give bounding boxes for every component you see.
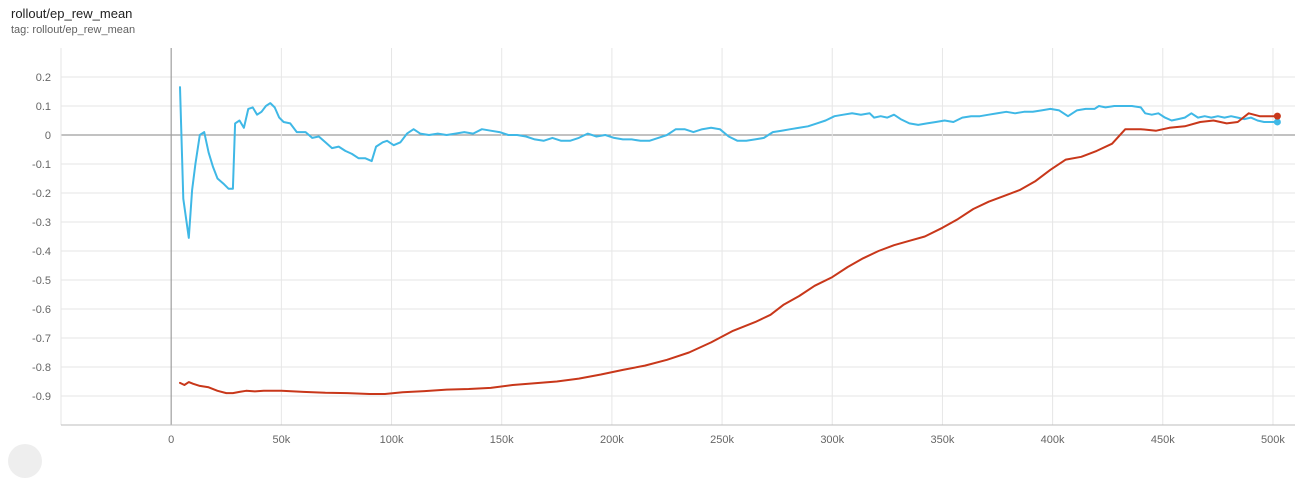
y-tick-label: -0.3 [32,217,51,229]
x-axis: 0 50k 100k 150k 200k 250k 300k 350k 400k 450k 500k [61,424,1295,446]
x-tick-label: 200k [600,434,624,446]
fit-domain-button[interactable] [8,444,42,478]
y-tick-label: -0.8 [32,362,51,374]
x-tick-label: 0 [168,434,174,446]
chart-tag: tag: rollout/ep_rew_mean [11,24,136,36]
line-chart: 0.2 0.1 0 -0.1 -0.2 -0.3 -0.4 -0.5 -0.6 -0.7 -0.8 -… [32,48,1295,446]
y-tick-label: -0.6 [32,304,51,316]
x-tick-label: 500k [1261,434,1285,446]
series-end-point-1[interactable] [1273,118,1281,126]
y-tick-label: -0.2 [32,188,51,200]
x-tick-label: 450k [1151,434,1175,446]
series-line-1[interactable] [179,86,1279,239]
series-lines [179,86,1281,395]
y-tick-label: -0.4 [32,246,51,258]
x-tick-label: 400k [1041,434,1065,446]
series-line-2[interactable] [179,112,1279,395]
y-tick-label: -0.7 [32,333,51,345]
x-tick-label: 300k [820,434,844,446]
x-tick-label: 100k [380,434,404,446]
y-tick-label: 0 [45,130,51,142]
y-tick-label: 0.2 [36,72,51,84]
series-end-point-2[interactable] [1273,112,1281,120]
x-tick-label: 50k [272,434,290,446]
y-axis: 0.2 0.1 0 -0.1 -0.2 -0.3 -0.4 -0.5 -0.6 -0.7 -0.8 -… [32,72,51,403]
x-tick-label: 150k [490,434,514,446]
y-tick-label: -0.9 [32,391,51,403]
chart-title: rollout/ep_rew_mean [11,6,133,21]
x-tick-label: 350k [930,434,954,446]
y-tick-label: -0.5 [32,275,51,287]
grid-lines [60,48,1295,425]
y-tick-label: 0.1 [36,101,51,113]
x-tick-label: 250k [710,434,734,446]
y-tick-label: -0.1 [32,159,51,171]
